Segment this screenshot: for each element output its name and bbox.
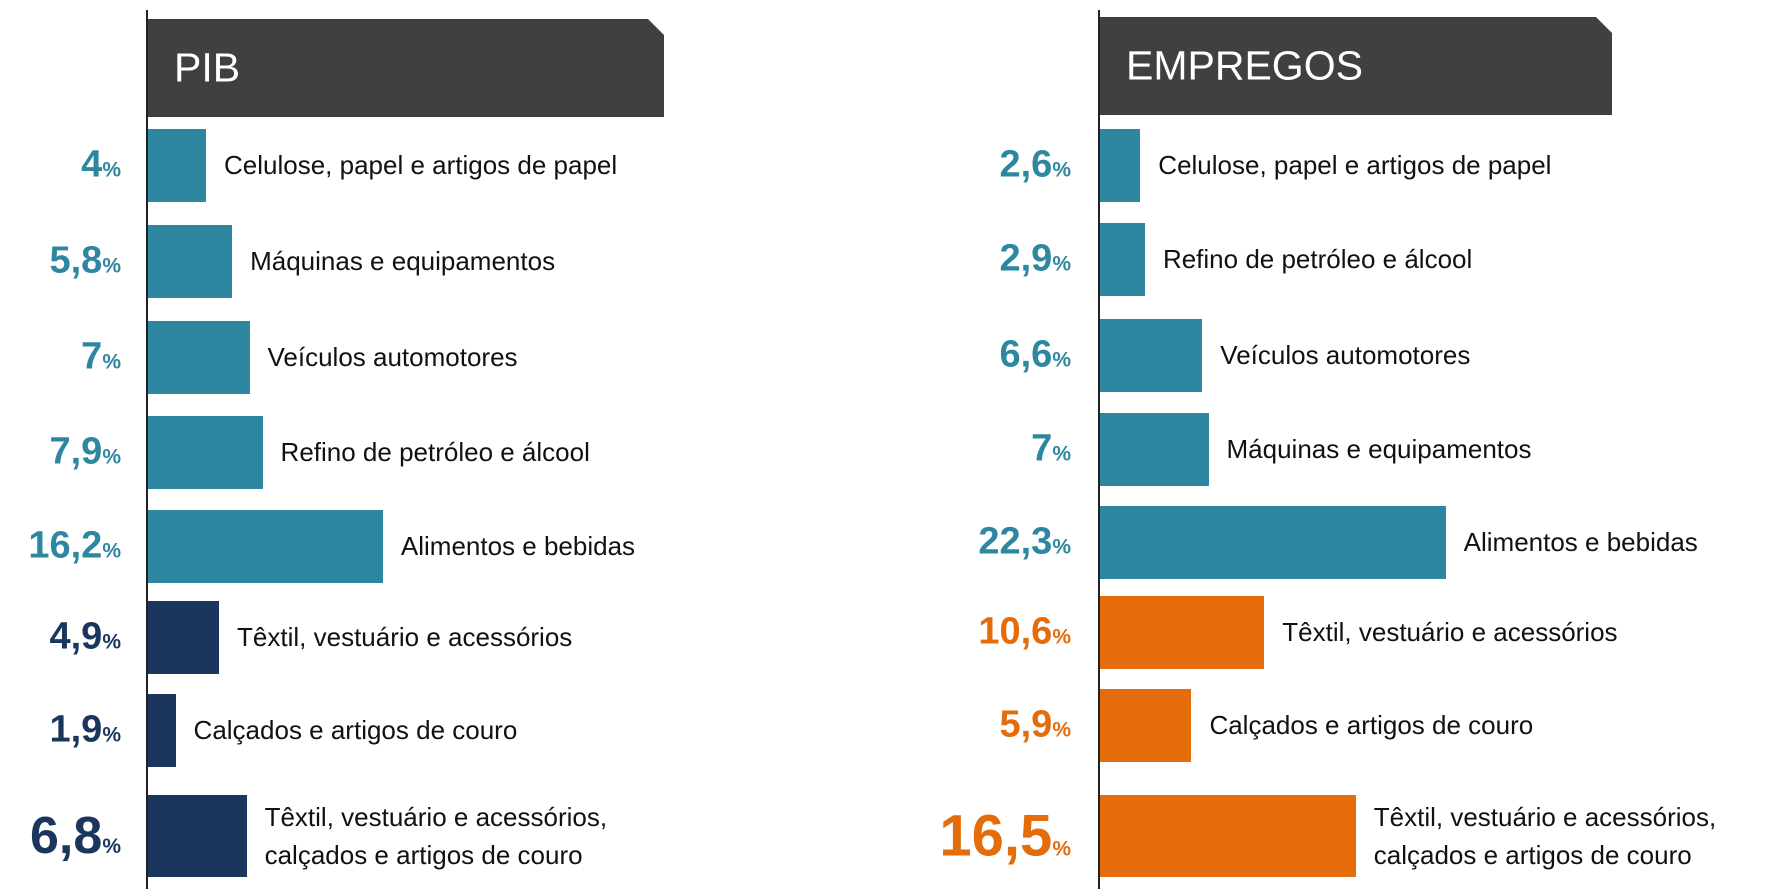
value-number: 16,5 — [939, 803, 1053, 869]
chart-title: EMPREGOS — [1126, 42, 1363, 89]
bar — [148, 224, 233, 298]
value-label: 4,9% — [49, 616, 121, 659]
axis-line — [1098, 10, 1100, 889]
bar — [148, 600, 220, 674]
value-number: 2,6 — [999, 143, 1053, 186]
value-label: 6,8% — [30, 806, 121, 866]
bar — [1100, 505, 1446, 579]
bar — [1100, 222, 1145, 296]
value-label: 16,2% — [28, 525, 121, 568]
value-number: 22,3 — [978, 520, 1053, 563]
value-label: 22,3% — [978, 521, 1071, 564]
value-number: 7 — [1031, 427, 1053, 470]
category-label: Máquinas e equipamentos — [1226, 434, 1532, 464]
bar — [148, 128, 206, 202]
value-number: 4,9 — [49, 615, 103, 658]
value-unit: % — [1052, 348, 1071, 372]
value-number: 7,9 — [49, 430, 103, 473]
bar — [148, 693, 176, 767]
value-number: 16,2 — [28, 524, 103, 567]
value-unit: % — [102, 350, 121, 374]
category-label: Têxtil, vestuário e acessórios, calçados… — [264, 802, 608, 870]
value-unit: % — [102, 539, 121, 563]
value-label: 2,6% — [999, 144, 1071, 187]
value-unit: % — [102, 723, 121, 747]
bar — [148, 509, 383, 583]
bar — [1100, 318, 1203, 392]
value-number: 5,8 — [49, 239, 103, 282]
value-label: 7% — [1031, 428, 1071, 471]
value-label: 7% — [81, 336, 121, 379]
value-label: 16,5% — [939, 803, 1071, 870]
axis-line — [146, 10, 148, 889]
value-label: 5,8% — [49, 240, 121, 283]
bar — [1100, 595, 1265, 669]
value-number: 2,9 — [999, 237, 1053, 280]
value-unit: % — [102, 835, 121, 858]
value-unit: % — [1052, 718, 1071, 742]
value-unit: % — [1052, 535, 1071, 559]
value-number: 4 — [81, 143, 103, 186]
category-label: Refino de petróleo e álcool — [280, 437, 590, 467]
value-label: 1,9% — [49, 709, 121, 752]
category-label: Têxtil, vestuário e acessórios — [1282, 617, 1618, 647]
bar — [1100, 412, 1209, 486]
chart-title: PIB — [174, 44, 241, 91]
value-unit: % — [1052, 252, 1071, 276]
value-label: 10,6% — [978, 611, 1071, 654]
bar — [1100, 795, 1356, 877]
value-unit: % — [102, 158, 121, 182]
value-unit: % — [1052, 837, 1071, 861]
value-label: 2,9% — [999, 238, 1071, 281]
value-label: 6,6% — [999, 334, 1071, 377]
value-unit: % — [102, 254, 121, 278]
category-label: Veículos automotores — [267, 342, 518, 372]
value-label: 7,9% — [49, 431, 121, 474]
bar — [148, 415, 263, 489]
value-unit: % — [102, 445, 121, 469]
value-number: 5,9 — [999, 703, 1053, 746]
value-number: 6,6 — [999, 333, 1053, 376]
value-label: 4% — [81, 144, 121, 187]
bar — [1100, 128, 1141, 202]
value-unit: % — [1052, 158, 1071, 182]
category-label: Celulose, papel e artigos de papel — [224, 150, 618, 180]
value-number: 10,6 — [978, 610, 1053, 653]
value-number: 1,9 — [49, 708, 103, 751]
value-unit: % — [1052, 625, 1071, 649]
category-label: Alimentos e bebidas — [1463, 527, 1698, 557]
chart-header: PIB — [148, 19, 664, 117]
chart-header: EMPREGOS — [1100, 17, 1612, 115]
value-unit: % — [102, 630, 121, 654]
category-label: Calçados e artigos de couro — [193, 715, 518, 745]
category-label: Alimentos e bebidas — [400, 531, 636, 561]
bar — [148, 795, 247, 877]
category-label: Veículos automotores — [1220, 340, 1471, 370]
category-label: Celulose, papel e artigos de papel — [1158, 150, 1552, 180]
value-label: 5,9% — [999, 704, 1071, 747]
category-label: Refino de petróleo e álcool — [1162, 244, 1473, 274]
category-label: Têxtil, vestuário e acessórios, calçados… — [1373, 802, 1717, 870]
value-number: 6,8 — [30, 807, 103, 865]
category-label: Têxtil, vestuário e acessórios — [237, 622, 573, 652]
bar — [148, 320, 250, 394]
bar — [1100, 688, 1192, 762]
category-label: Máquinas e equipamentos — [250, 246, 556, 276]
category-label: Calçados e artigos de couro — [1209, 710, 1534, 740]
value-unit: % — [1052, 442, 1071, 466]
value-number: 7 — [81, 335, 103, 378]
